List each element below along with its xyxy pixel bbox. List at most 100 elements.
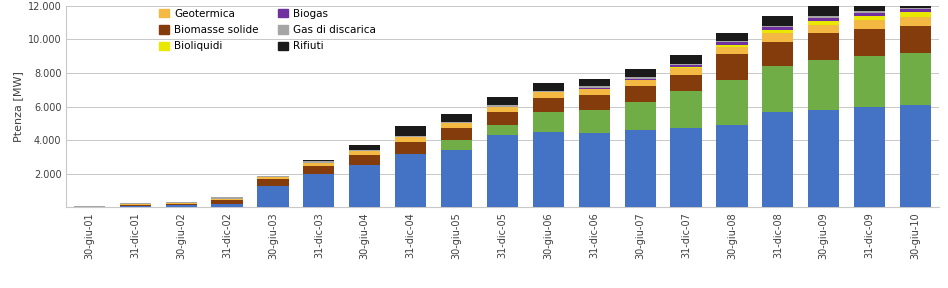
Bar	[762, 33, 793, 42]
Bar	[762, 112, 793, 207]
Bar	[670, 128, 702, 207]
Legend: Geotermica, Biomasse solide, Bioliquidi, Biogas, Gas di discarica, Rifiuti: Geotermica, Biomasse solide, Bioliquidi,…	[158, 9, 376, 52]
Bar	[533, 112, 564, 132]
Bar	[717, 33, 748, 41]
Bar	[900, 12, 931, 16]
Bar	[854, 13, 885, 16]
Bar	[670, 75, 702, 92]
Bar	[395, 142, 427, 154]
Bar	[900, 8, 931, 9]
Bar	[303, 174, 335, 207]
Bar	[441, 114, 472, 122]
Bar	[670, 68, 702, 75]
Bar	[625, 69, 656, 77]
Bar	[349, 165, 380, 207]
Bar	[854, 29, 885, 56]
Bar	[717, 125, 748, 207]
Bar	[119, 206, 151, 207]
Bar	[762, 30, 793, 33]
Bar	[808, 24, 839, 33]
Bar	[762, 27, 793, 30]
Bar	[808, 33, 839, 60]
Bar	[670, 65, 702, 67]
Bar	[487, 135, 518, 207]
Bar	[119, 204, 151, 205]
Bar	[854, 107, 885, 207]
Bar	[762, 42, 793, 66]
Bar	[395, 137, 427, 142]
Bar	[441, 150, 472, 207]
Bar	[533, 91, 564, 92]
Bar	[717, 41, 748, 42]
Bar	[578, 88, 610, 89]
Bar	[441, 128, 472, 140]
Bar	[717, 42, 748, 45]
Bar	[900, 105, 931, 207]
Bar	[578, 79, 610, 86]
Bar	[303, 166, 335, 174]
Bar	[578, 95, 610, 110]
Bar	[578, 110, 610, 133]
Bar	[533, 132, 564, 207]
Bar	[900, 0, 931, 8]
Bar	[303, 163, 335, 166]
Bar	[166, 203, 197, 204]
Bar	[533, 92, 564, 98]
Bar	[900, 53, 931, 105]
Bar	[900, 9, 931, 12]
Bar	[441, 140, 472, 150]
Bar	[625, 86, 656, 101]
Bar	[395, 154, 427, 207]
Bar	[808, 21, 839, 24]
Bar	[349, 150, 380, 151]
Bar	[166, 204, 197, 205]
Bar	[578, 86, 610, 88]
Bar	[487, 105, 518, 107]
Bar	[808, 60, 839, 110]
Bar	[717, 45, 748, 47]
Bar	[578, 133, 610, 207]
Bar	[257, 177, 288, 179]
Bar	[166, 205, 197, 207]
Bar	[717, 47, 748, 54]
Bar	[854, 56, 885, 107]
Bar	[670, 67, 702, 68]
Bar	[625, 80, 656, 86]
Bar	[487, 97, 518, 105]
Bar	[119, 203, 151, 204]
Bar	[625, 79, 656, 80]
Bar	[211, 199, 243, 200]
Bar	[625, 130, 656, 207]
Bar	[487, 112, 518, 125]
Bar	[257, 179, 288, 185]
Bar	[762, 66, 793, 112]
Bar	[717, 54, 748, 80]
Bar	[211, 197, 243, 199]
Bar	[625, 77, 656, 79]
Bar	[211, 204, 243, 207]
Bar	[670, 55, 702, 64]
Bar	[441, 122, 472, 123]
Bar	[487, 125, 518, 135]
Bar	[808, 16, 839, 18]
Y-axis label: Ptenza [MW]: Ptenza [MW]	[13, 71, 24, 142]
Bar	[854, 12, 885, 13]
Bar	[808, 18, 839, 21]
Bar	[349, 145, 380, 150]
Bar	[303, 162, 335, 163]
Bar	[257, 176, 288, 177]
Bar	[762, 26, 793, 27]
Bar	[578, 89, 610, 95]
Bar	[395, 136, 427, 137]
Bar	[349, 151, 380, 155]
Bar	[257, 185, 288, 207]
Bar	[717, 80, 748, 125]
Bar	[487, 107, 518, 112]
Bar	[808, 6, 839, 16]
Bar	[395, 126, 427, 136]
Bar	[900, 16, 931, 26]
Bar	[119, 205, 151, 206]
Bar	[533, 83, 564, 91]
Bar	[74, 206, 105, 207]
Bar	[441, 123, 472, 128]
